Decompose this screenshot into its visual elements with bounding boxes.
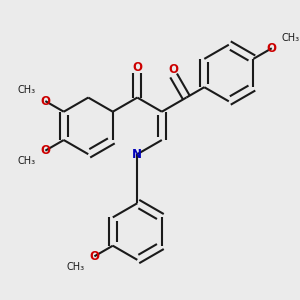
Text: O: O (267, 42, 277, 55)
Text: O: O (132, 61, 142, 74)
Text: CH₃: CH₃ (18, 85, 36, 95)
Text: CH₃: CH₃ (281, 33, 299, 43)
Text: O: O (89, 250, 99, 263)
Text: O: O (40, 94, 50, 108)
Text: O: O (40, 144, 50, 157)
Text: N: N (132, 148, 142, 161)
Text: O: O (169, 63, 178, 76)
Text: CH₃: CH₃ (18, 156, 36, 166)
Text: CH₃: CH₃ (67, 262, 85, 272)
